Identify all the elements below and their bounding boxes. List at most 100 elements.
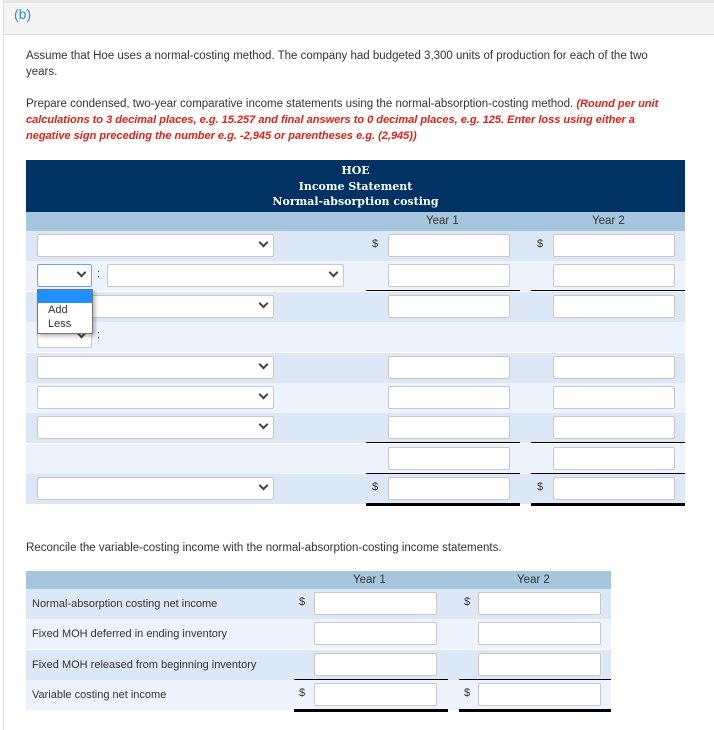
statement-row [26, 413, 685, 444]
statement-row: : [26, 322, 685, 353]
chevron-down-icon [258, 480, 269, 491]
chevron-down-icon [258, 389, 269, 400]
dollar-sign: $ [537, 481, 544, 494]
year-2-input[interactable] [478, 592, 601, 615]
year-1-input[interactable] [314, 592, 437, 615]
total-underline [294, 678, 448, 680]
total-underline [531, 472, 685, 474]
reconcile-row-label: Normal-absorption costing net income [32, 598, 218, 610]
statement-title: Income Statement [298, 179, 413, 193]
dollar-sign: $ [372, 481, 379, 494]
chevron-down-icon [258, 298, 269, 309]
year-2-input[interactable] [553, 264, 675, 288]
year-1-input[interactable] [388, 386, 510, 409]
year-2-input[interactable] [553, 386, 675, 409]
year-2-input[interactable] [553, 355, 675, 379]
instruction-note: (Round per unit calculations to 3 decima… [26, 98, 659, 142]
instruction: Prepare condensed, two-year comparative … [26, 98, 574, 110]
year-1-input[interactable] [388, 264, 510, 288]
dollar-sign: $ [537, 238, 544, 250]
part-header: (b) [4, 3, 714, 35]
year-1-input[interactable] [388, 416, 510, 440]
line-item-select[interactable] [107, 264, 344, 288]
option-add[interactable]: Add [48, 304, 68, 316]
year-1-input[interactable] [388, 446, 510, 470]
add-less-select[interactable] [37, 264, 92, 288]
intro-text: Assume that Hoe uses a normal-costing me… [26, 50, 648, 78]
question-card [3, 0, 714, 730]
income-statement-table: HOE Income Statement Normal-absorption c… [26, 160, 685, 507]
line-item-select[interactable] [37, 477, 274, 501]
total-underline [459, 708, 611, 712]
statement-row [26, 383, 685, 413]
reconcile-row-label: Fixed MOH released from beginning invent… [32, 658, 257, 671]
year-1-input[interactable] [314, 622, 437, 646]
option-less[interactable]: Less [48, 318, 72, 330]
statement-row: $ $ [26, 231, 685, 261]
chevron-down-icon [258, 359, 269, 370]
part-label: (b) [14, 6, 32, 22]
year-1-input[interactable] [314, 652, 437, 676]
instruction-text: Prepare condensed, two-year comparative … [26, 96, 676, 144]
colon-separator: : [97, 329, 101, 342]
statement-row: $ $ [26, 474, 685, 507]
line-item-select[interactable] [37, 416, 274, 440]
reconcile-row-label: Fixed MOH deferred in ending inventory [32, 628, 228, 641]
year-2-input[interactable] [478, 652, 601, 676]
reconcile-prompt: Reconcile the variable-costing income wi… [26, 542, 502, 554]
total-underline [366, 442, 520, 444]
line-item-select[interactable] [37, 386, 274, 409]
year-2-input[interactable] [478, 682, 601, 706]
column-header-row: Year 1 Year 2 [26, 212, 685, 231]
chevron-down-icon [258, 237, 269, 248]
year-2-input[interactable] [553, 294, 675, 318]
statement-row [26, 352, 685, 383]
col-year-1: Year 1 [426, 215, 459, 227]
year-2-input[interactable] [553, 477, 675, 501]
statement-row [26, 443, 685, 474]
statement-subtitle: Normal-absorption costing [272, 195, 439, 208]
colon-separator: : [97, 268, 101, 281]
year-1-input[interactable] [388, 477, 510, 501]
statement-row: : [26, 261, 685, 292]
line-item-select[interactable] [37, 355, 274, 379]
reconcile-table: Year 1 Year 2 Normal-absorption costing … [26, 571, 611, 712]
total-underline [459, 678, 611, 680]
reconcile-row: Variable costing net income $ $ [26, 679, 611, 712]
total-underline [366, 503, 520, 507]
total-underline [366, 472, 520, 474]
reconcile-column-header: Year 1 Year 2 [26, 571, 611, 590]
year-2-input[interactable] [553, 234, 675, 257]
company-name: HOE [341, 164, 370, 177]
year-2-input[interactable] [553, 416, 675, 440]
chevron-down-icon [258, 419, 269, 430]
year-1-input[interactable] [314, 682, 437, 706]
rc-col-year-1: Year 1 [353, 574, 386, 586]
dollar-sign: $ [299, 596, 306, 608]
dollar-sign: $ [372, 238, 379, 250]
reconcile-row-label: Variable costing net income [32, 688, 167, 701]
year-2-input[interactable] [553, 446, 675, 470]
statement-header: HOE Income Statement Normal-absorption c… [26, 160, 685, 212]
reconcile-row: Fixed MOH deferred in ending inventory [26, 619, 611, 650]
chevron-down-icon [328, 267, 339, 278]
year-1-input[interactable] [388, 294, 510, 318]
statement-row [26, 291, 685, 322]
total-underline [366, 290, 520, 292]
dollar-sign: $ [464, 686, 471, 699]
reconcile-row: Normal-absorption costing net income $ $ [26, 589, 611, 619]
reconcile-row: Fixed MOH released from beginning invent… [26, 649, 611, 680]
total-underline [294, 708, 448, 712]
year-1-input[interactable] [388, 355, 510, 379]
option-blank[interactable] [38, 290, 92, 303]
chevron-down-icon [76, 267, 87, 278]
total-underline [531, 290, 685, 292]
year-2-input[interactable] [478, 622, 601, 646]
dollar-sign: $ [299, 686, 306, 699]
line-item-select[interactable] [37, 234, 274, 257]
add-less-dropdown-list[interactable]: Add Less [37, 289, 93, 334]
col-year-2: Year 2 [592, 215, 625, 227]
dollar-sign: $ [464, 596, 471, 608]
total-underline [531, 442, 685, 444]
year-1-input[interactable] [388, 234, 510, 257]
